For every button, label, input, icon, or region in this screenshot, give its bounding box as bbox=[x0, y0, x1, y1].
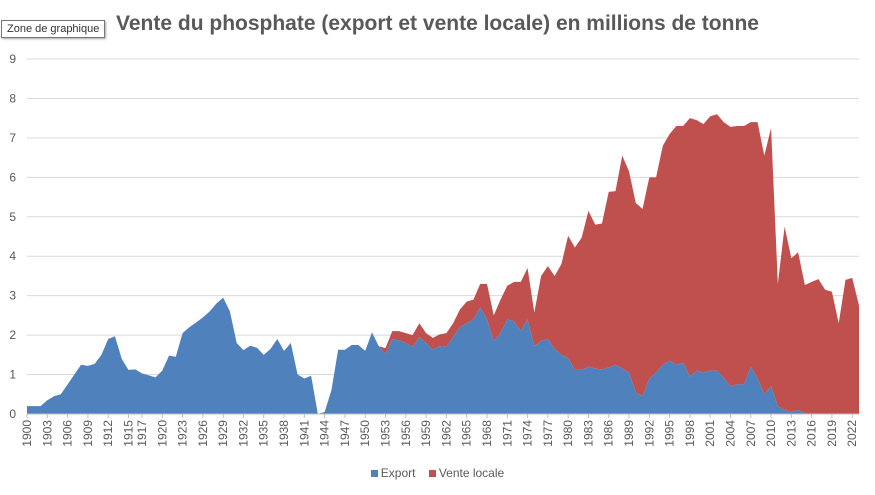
y-tick-label: 4 bbox=[9, 249, 16, 263]
x-tick-label: 1944 bbox=[318, 420, 332, 447]
x-tick-label: 1995 bbox=[663, 420, 677, 447]
x-tick-label: 2013 bbox=[784, 420, 798, 447]
legend-label-vente-locale: Vente locale bbox=[438, 466, 505, 480]
legend[interactable]: Export Vente locale bbox=[0, 466, 875, 480]
x-tick-label: 1992 bbox=[642, 420, 656, 447]
x-tick-label: 1912 bbox=[101, 420, 115, 447]
x-tick-label: 1909 bbox=[81, 420, 95, 447]
x-tick-label: 1980 bbox=[561, 420, 575, 447]
x-tick-label: 1900 bbox=[20, 420, 34, 447]
x-tick-label: 1917 bbox=[135, 420, 149, 447]
y-tick-label: 3 bbox=[9, 289, 16, 303]
x-tick-label: 1906 bbox=[61, 420, 75, 447]
x-tick-label: 2016 bbox=[805, 420, 819, 447]
x-tick-label: 2010 bbox=[764, 420, 778, 447]
x-tick-label: 1968 bbox=[480, 420, 494, 447]
x-tick-label: 2001 bbox=[703, 420, 717, 447]
y-tick-label: 5 bbox=[9, 210, 16, 224]
x-tick-label: 2022 bbox=[845, 420, 859, 447]
x-tick-label: 1929 bbox=[216, 420, 230, 447]
x-tick-label: 1923 bbox=[176, 420, 190, 447]
y-tick-label: 8 bbox=[9, 91, 16, 105]
x-tick-label: 1935 bbox=[257, 420, 271, 447]
x-tick-label: 1974 bbox=[521, 420, 535, 447]
x-tick-label: 1926 bbox=[196, 420, 210, 447]
y-tick-label: 1 bbox=[9, 368, 16, 382]
x-tick-label: 1965 bbox=[460, 420, 474, 447]
y-tick-label: 0 bbox=[9, 407, 16, 421]
legend-swatch-export bbox=[370, 470, 378, 477]
x-tick-label: 1959 bbox=[419, 420, 433, 447]
x-tick-label: 1941 bbox=[297, 420, 311, 447]
x-tick-label: 1986 bbox=[602, 420, 616, 447]
x-tick-label: 1971 bbox=[500, 420, 514, 447]
x-tick-label: 1920 bbox=[155, 420, 169, 447]
area-vente-locale bbox=[27, 114, 859, 414]
x-tick-label: 1950 bbox=[358, 420, 372, 447]
x-tick-label: 1932 bbox=[236, 420, 250, 447]
y-tick-label: 9 bbox=[9, 52, 16, 66]
legend-label-export: Export bbox=[380, 466, 416, 480]
x-tick-label: 1938 bbox=[277, 420, 291, 447]
y-tick-label: 2 bbox=[9, 328, 16, 342]
x-tick-label: 2007 bbox=[744, 420, 758, 447]
chart-area-tooltip: Zone de graphique bbox=[1, 20, 106, 38]
x-tick-label: 2004 bbox=[723, 420, 737, 447]
x-tick-label: 1998 bbox=[683, 420, 697, 447]
legend-item-vente-locale[interactable]: Vente locale bbox=[428, 466, 505, 480]
y-tick-label: 6 bbox=[9, 170, 16, 184]
x-tick-label: 1983 bbox=[581, 420, 595, 447]
x-tick-label: 1989 bbox=[622, 420, 636, 447]
x-tick-label: 1977 bbox=[541, 420, 555, 447]
legend-swatch-vente-locale bbox=[428, 470, 436, 477]
x-tick-label: 1953 bbox=[379, 420, 393, 447]
area-export bbox=[27, 297, 859, 414]
x-tick-label: 1962 bbox=[439, 420, 453, 447]
x-tick-label: 1947 bbox=[338, 420, 352, 447]
legend-item-export[interactable]: Export bbox=[370, 466, 416, 480]
chart-title: Vente du phosphate (export et vente loca… bbox=[116, 12, 759, 35]
x-tick-label: 2019 bbox=[825, 420, 839, 447]
x-tick-label: 1956 bbox=[399, 420, 413, 447]
x-tick-label: 1915 bbox=[121, 420, 135, 447]
x-tick-label: 1903 bbox=[40, 420, 54, 447]
y-tick-label: 7 bbox=[9, 131, 16, 145]
